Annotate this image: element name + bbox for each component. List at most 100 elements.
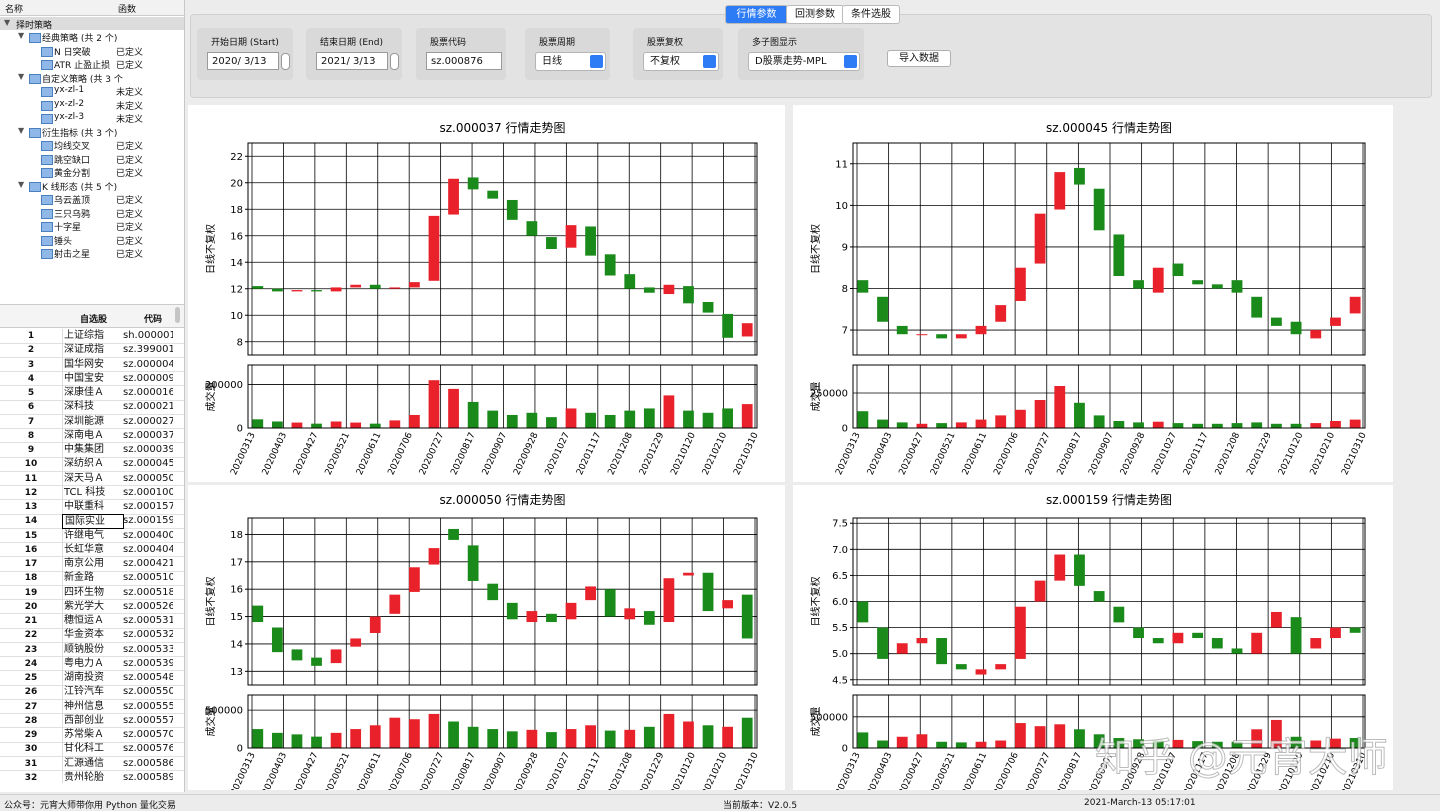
stock-name[interactable]: 顺钠股份 [64, 643, 104, 655]
tab[interactable]: 回测参数 [786, 5, 844, 24]
stock-code[interactable]: sz.000550 [123, 686, 173, 698]
stock-code[interactable]: sz.000027 [123, 415, 173, 427]
date-input[interactable]: 2021/ 3/13 [316, 52, 388, 70]
stock-name[interactable]: 中集集团 [64, 444, 104, 455]
stock-code[interactable]: sz.000009 [123, 372, 173, 384]
tree-item[interactable]: 锤头 [54, 236, 73, 247]
stock-name[interactable]: 深纺织Ａ [64, 458, 104, 470]
stock-name[interactable]: 国际实业 [62, 514, 124, 530]
stock-name[interactable]: 深圳能源 [64, 415, 104, 427]
tree-group[interactable]: 经典策略 (共 2 个) [42, 34, 118, 44]
stock-name[interactable]: 苏常柴Ａ [64, 729, 104, 740]
tree-item[interactable]: ATR 止盈止损 [54, 61, 111, 71]
expand-arrow[interactable]: ▼ [18, 179, 25, 189]
stock-name[interactable]: 中国宝安 [64, 372, 104, 384]
stock-name[interactable]: 贵州轮胎 [64, 771, 104, 783]
stock-code[interactable]: sz.000404 [123, 543, 173, 555]
stock-name[interactable]: 南京公用 [64, 558, 104, 569]
stock-name[interactable]: 长虹华意 [64, 543, 104, 555]
stock-name[interactable]: 四环生物 [64, 586, 104, 598]
tree-group[interactable]: 衍生指标 (共 3 个) [42, 128, 118, 139]
stepper[interactable] [281, 53, 290, 70]
import-button[interactable]: 导入数据 [887, 50, 951, 67]
stock-code[interactable]: sz.000021 [123, 401, 173, 413]
stock-code[interactable]: sz.000531 [123, 615, 173, 626]
stock-code[interactable]: sz.399001 [123, 344, 173, 356]
stock-name[interactable]: 深天马Ａ [64, 472, 104, 484]
stock-code[interactable]: sz.000548 [123, 672, 173, 683]
stock-name[interactable]: 西部创业 [64, 714, 104, 726]
stock-code[interactable]: sz.000400 [123, 529, 173, 541]
stock-code[interactable]: sz.000100 [123, 486, 173, 498]
tree-item[interactable]: 均线交叉 [54, 142, 91, 152]
stepper[interactable] [390, 53, 399, 70]
stock-name[interactable]: 新金路 [64, 572, 94, 584]
stock-name[interactable]: 国华网安 [64, 358, 104, 370]
tab[interactable]: 条件选股 [842, 5, 900, 24]
stock-code[interactable]: sz.000004 [123, 358, 173, 370]
stock-name[interactable]: TCL 科技 [64, 486, 106, 498]
expand-arrow[interactable]: ▼ [18, 71, 25, 81]
stock-name[interactable]: 紫光学大 [64, 600, 104, 612]
stock-name[interactable]: 深康佳Ａ [64, 387, 104, 398]
stock-name[interactable]: 上证综指 [64, 330, 104, 341]
stock-code[interactable]: sz.000159 [123, 515, 173, 527]
stock-code[interactable]: sz.000570 [123, 729, 173, 740]
stock-code[interactable]: sz.000037 [123, 429, 173, 441]
stock-code[interactable]: sz.000589 [123, 771, 173, 783]
stock-code[interactable]: sz.000510 [123, 572, 173, 584]
expand-arrow[interactable]: ▼ [4, 18, 11, 27]
expand-arrow[interactable]: ▼ [18, 31, 25, 40]
stock-name[interactable]: 中联重科 [64, 501, 104, 512]
tree-item[interactable]: 黄金分割 [54, 169, 91, 179]
text-input[interactable]: sz.000876 [426, 52, 502, 70]
tree-item[interactable]: yx-zl-3 [54, 112, 85, 122]
stock-code[interactable]: sz.000532 [123, 629, 173, 641]
stock-code[interactable]: sz.000039 [123, 444, 173, 455]
tree-item[interactable]: yx-zl-1 [54, 85, 85, 95]
stock-code[interactable]: sz.000045 [123, 458, 173, 470]
select-box[interactable]: 不复权 [643, 52, 719, 71]
stock-code[interactable]: sh.000001 [123, 330, 173, 341]
stock-name[interactable]: 深科技 [64, 401, 94, 413]
stock-name[interactable]: 深证成指 [64, 344, 104, 356]
select-arrow[interactable] [703, 55, 716, 68]
tree-item[interactable]: 三只乌鸦 [54, 209, 91, 220]
tree-item[interactable]: 射击之星 [54, 250, 91, 260]
stock-code[interactable]: sz.000586 [123, 757, 173, 769]
stock-code[interactable]: sz.000533 [123, 643, 173, 655]
tree-item[interactable]: yx-zl-2 [54, 98, 85, 109]
stock-code[interactable]: sz.000157 [123, 501, 173, 512]
tree-group[interactable]: 自定义策略 (共 3 个 [42, 74, 123, 85]
stock-code[interactable]: sz.000518 [123, 586, 173, 598]
stock-code[interactable]: sz.000557 [123, 714, 173, 726]
tree-item[interactable]: 十字星 [54, 223, 82, 233]
stock-name[interactable]: 华金资本 [64, 629, 104, 641]
tree-item[interactable]: 乌云盖顶 [54, 196, 91, 206]
stock-name[interactable]: 穗恒运Ａ [64, 615, 104, 626]
stock-name[interactable]: 江铃汽车 [64, 686, 104, 698]
stock-code[interactable]: sz.000555 [123, 700, 173, 712]
tree-root[interactable]: 择时策略 [16, 21, 53, 31]
stock-code[interactable]: sz.000421 [123, 558, 173, 569]
stock-code[interactable]: sz.000539 [123, 657, 173, 669]
date-input[interactable]: 2020/ 3/13 [207, 52, 279, 70]
stock-name[interactable]: 甘化科工 [64, 743, 104, 755]
stock-name[interactable]: 粤电力Ａ [64, 657, 104, 669]
stock-code[interactable]: sz.000526 [123, 600, 173, 612]
tree-group[interactable]: K 线形态 (共 5 个) [42, 182, 118, 193]
tab[interactable]: 行情参数 [725, 5, 788, 24]
stock-name[interactable]: 湖南投资 [64, 672, 104, 683]
stock-code[interactable]: sz.000016 [123, 387, 173, 398]
select-box[interactable]: D股票走势-MPL [748, 52, 860, 71]
select-box[interactable]: 日线 [535, 52, 606, 71]
stock-name[interactable]: 深南电Ａ [64, 429, 104, 441]
expand-arrow[interactable]: ▼ [18, 125, 25, 135]
tree-item[interactable]: 跳空缺口 [54, 155, 91, 166]
stock-code[interactable]: sz.000576 [123, 743, 173, 755]
stock-name[interactable]: 汇源通信 [64, 757, 104, 769]
stock-name[interactable]: 许继电气 [64, 529, 104, 541]
select-arrow[interactable] [590, 55, 603, 68]
stock-code[interactable]: sz.000050 [123, 472, 173, 484]
select-arrow[interactable] [844, 55, 857, 68]
